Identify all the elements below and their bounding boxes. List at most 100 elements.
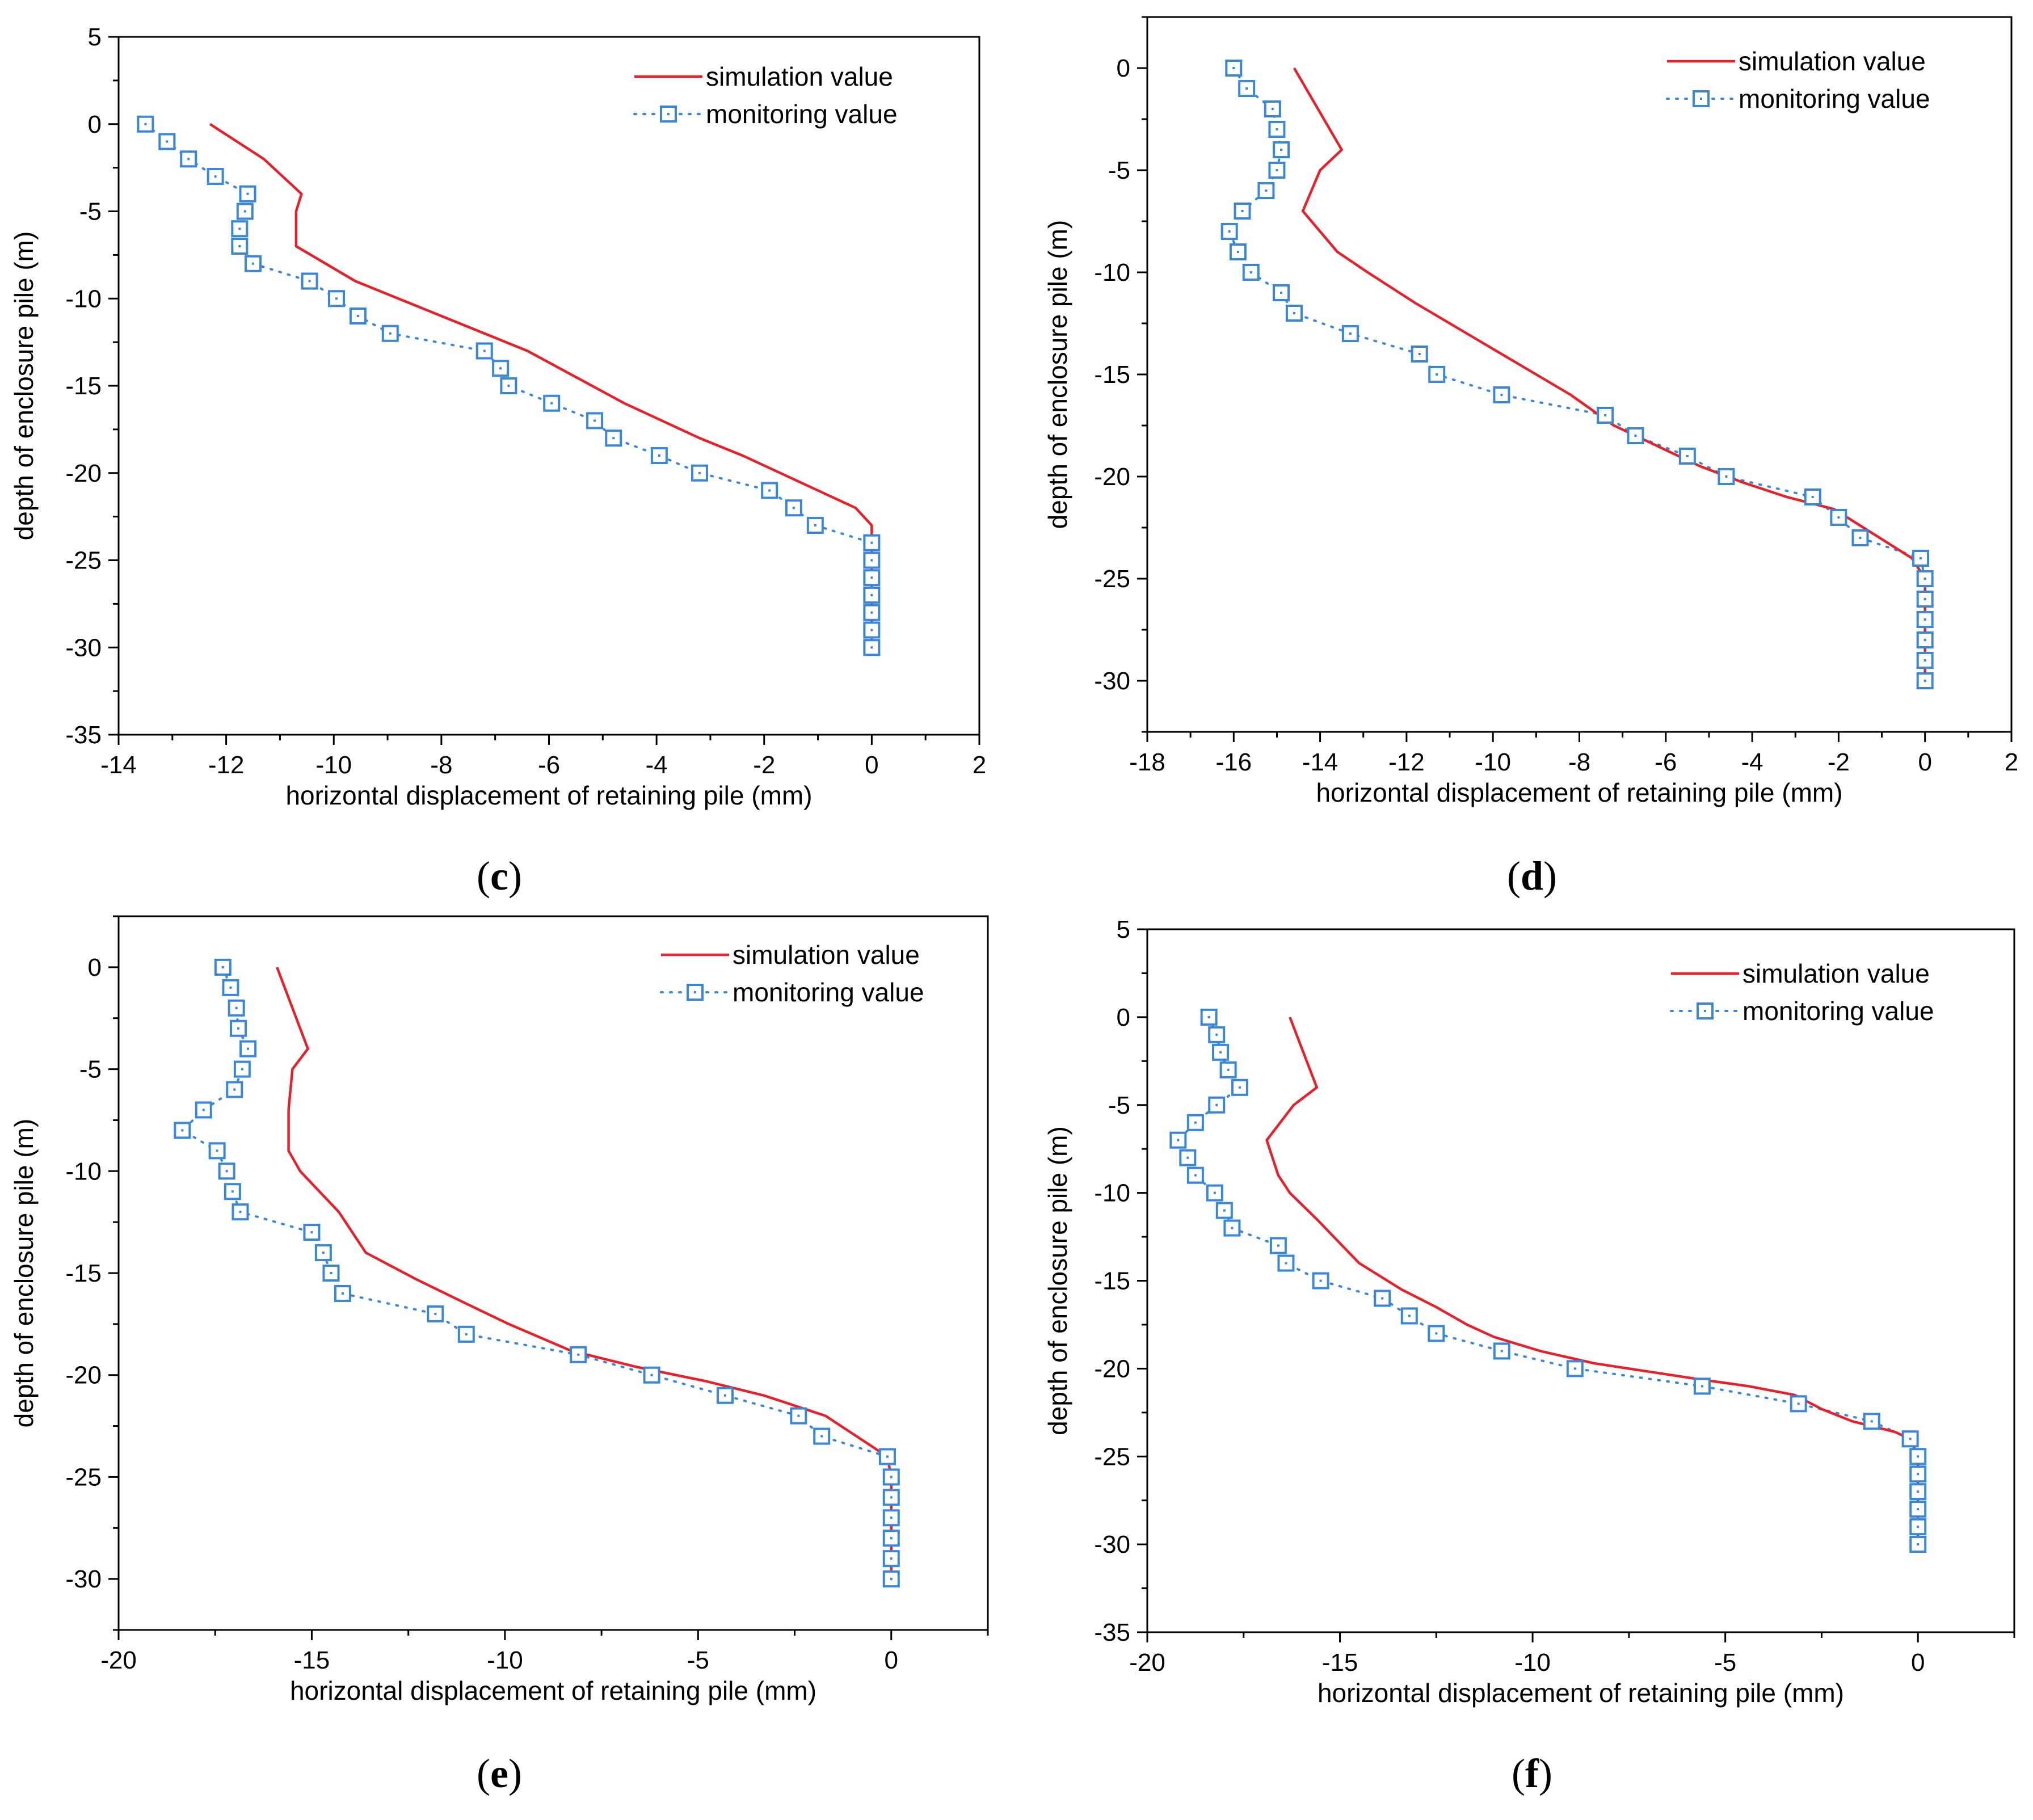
y-tick-label-f: -20 — [1094, 1355, 1130, 1383]
y-tick-label-f: -10 — [1094, 1179, 1130, 1207]
x-tick-label-c: -2 — [753, 751, 775, 779]
monitoring-point-center-d — [1280, 149, 1283, 151]
y-tick-label-f: -30 — [1094, 1531, 1130, 1558]
monitoring-point-e — [882, 1489, 900, 1506]
x-axis-label-d: horizontal displacement of retaining pil… — [1316, 778, 1842, 807]
plot-frame-c — [117, 36, 980, 736]
y-tick-label-d: -25 — [1094, 565, 1130, 593]
x-tick-label-c: 2 — [973, 751, 986, 779]
monitoring-point-center-d — [1280, 292, 1283, 294]
chart-d: -18 -16 -14 -12 -10 -8 -6 -4 -2 0 20-5-10-15-20-25… — [1043, 16, 2018, 899]
monitoring-point-center-e — [890, 1537, 893, 1540]
monitoring-point-center-d — [1923, 680, 1926, 682]
monitoring-point-center-c — [483, 349, 486, 352]
monitoring-point-center-d — [1811, 496, 1814, 498]
monitoring-point-center-c — [308, 280, 311, 283]
monitoring-point-center-c — [870, 611, 873, 614]
y-tick-label-c: -20 — [65, 460, 102, 487]
x-tick-label-d: -6 — [1655, 748, 1677, 776]
x-tick-label-c: -8 — [430, 751, 452, 779]
monitoring-point-center-f — [1917, 1490, 1920, 1493]
monitoring-line-e — [180, 966, 893, 1581]
monitoring-point-center-f — [1213, 1191, 1216, 1194]
monitoring-point-center-c — [335, 297, 338, 300]
monitoring-point-center-c — [499, 367, 502, 370]
monitoring-point-center-f — [1701, 1385, 1703, 1388]
monitoring-point-center-e — [341, 1292, 344, 1295]
monitoring-point-e — [224, 1183, 241, 1200]
monitoring-point-center-f — [1381, 1297, 1384, 1300]
monitoring-point-center-d — [1232, 67, 1235, 69]
monitoring-point-center-f — [1319, 1279, 1322, 1282]
monitoring-point-center-d — [1271, 108, 1274, 110]
simulation-line-c — [209, 123, 873, 648]
monitoring-point-center-f — [1917, 1455, 1920, 1458]
legend-simulation-label-e: simulation value — [733, 940, 920, 970]
monitoring-point-center-f — [1219, 1051, 1222, 1054]
monitoring-point-center-f — [1207, 1016, 1210, 1018]
monitoring-point-center-e — [237, 1027, 240, 1030]
monitoring-point-center-c — [870, 646, 873, 649]
y-tick-label-e: 0 — [88, 954, 102, 981]
y-tick-label-d: -10 — [1094, 259, 1130, 287]
y-tick-label-e: -15 — [65, 1259, 102, 1287]
monitoring-point-e — [882, 1509, 900, 1527]
monitoring-point-center-c — [814, 524, 816, 526]
monitoring-point-c — [239, 185, 256, 203]
monitoring-point-center-c — [768, 489, 771, 492]
y-tick-label-f: -35 — [1094, 1619, 1130, 1646]
y-tick-label-e: -25 — [65, 1463, 102, 1491]
y-tick-label-d: -30 — [1094, 667, 1130, 695]
x-tick-label-c: -14 — [100, 751, 137, 779]
monitoring-point-center-e — [216, 1149, 218, 1152]
monitoring-point-d — [1268, 162, 1286, 179]
x-tick-label-d: 2 — [2005, 748, 2018, 776]
y-tick-label-f: -5 — [1108, 1092, 1130, 1119]
x-tick-label-d: 0 — [1918, 748, 1931, 776]
monitoring-point-center-f — [1231, 1227, 1234, 1229]
monitoring-point-center-d — [1500, 394, 1503, 396]
y-axis-label-c: depth of enclosure pile (m) — [9, 231, 39, 541]
monitoring-point-c — [207, 168, 224, 185]
monitoring-point-center-e — [890, 1476, 893, 1478]
legend-monitoring-label-e: monitoring value — [733, 978, 924, 1007]
y-tick-label-f: 5 — [1117, 916, 1130, 943]
y-tick-label-d: -20 — [1094, 463, 1130, 491]
monitoring-point-center-c — [187, 158, 190, 161]
monitoring-point-center-e — [434, 1312, 437, 1315]
monitoring-point-center-f — [1500, 1350, 1503, 1353]
monitoring-point-center-d — [1686, 455, 1689, 457]
monitoring-point-c — [650, 447, 668, 464]
x-tick-label-e: 0 — [885, 1646, 898, 1674]
monitoring-point-center-d — [1837, 516, 1840, 519]
simulation-line-f — [1265, 1017, 1920, 1545]
monitoring-point-center-e — [577, 1353, 580, 1356]
panel-caption-c: (c) — [477, 853, 522, 899]
monitoring-point-center-f — [1917, 1543, 1920, 1546]
monitoring-point-center-f — [1223, 1209, 1226, 1212]
monitoring-point-center-c — [507, 385, 510, 387]
monitoring-point-center-c — [870, 559, 873, 562]
monitoring-point-center-c — [870, 576, 873, 579]
panel-caption-e: (e) — [477, 1751, 522, 1796]
x-tick-label-d: -18 — [1129, 748, 1165, 776]
monitoring-point-center-e — [650, 1374, 653, 1376]
monitoring-point-center-d — [1923, 639, 1926, 641]
monitoring-point-center-e — [235, 1006, 238, 1009]
monitoring-point-e — [228, 999, 245, 1017]
monitoring-point-center-c — [243, 210, 246, 213]
monitoring-point-center-f — [1408, 1315, 1411, 1317]
monitoring-point-center-f — [1227, 1068, 1230, 1071]
monitoring-point-center-c — [594, 419, 596, 422]
monitoring-point-center-c — [214, 175, 217, 178]
x-tick-label-e: -20 — [100, 1646, 137, 1674]
y-tick-label-c: -35 — [65, 721, 102, 749]
plot-frame-f — [1146, 928, 2015, 1633]
monitoring-point-center-e — [797, 1414, 800, 1417]
monitoring-point-center-e — [465, 1333, 468, 1335]
monitoring-point-f — [1200, 1008, 1218, 1026]
monitoring-point-center-e — [202, 1109, 205, 1111]
x-axis-label-c: horizontal displacement of retaining pil… — [285, 781, 812, 810]
monitoring-point-center-c — [792, 507, 795, 509]
